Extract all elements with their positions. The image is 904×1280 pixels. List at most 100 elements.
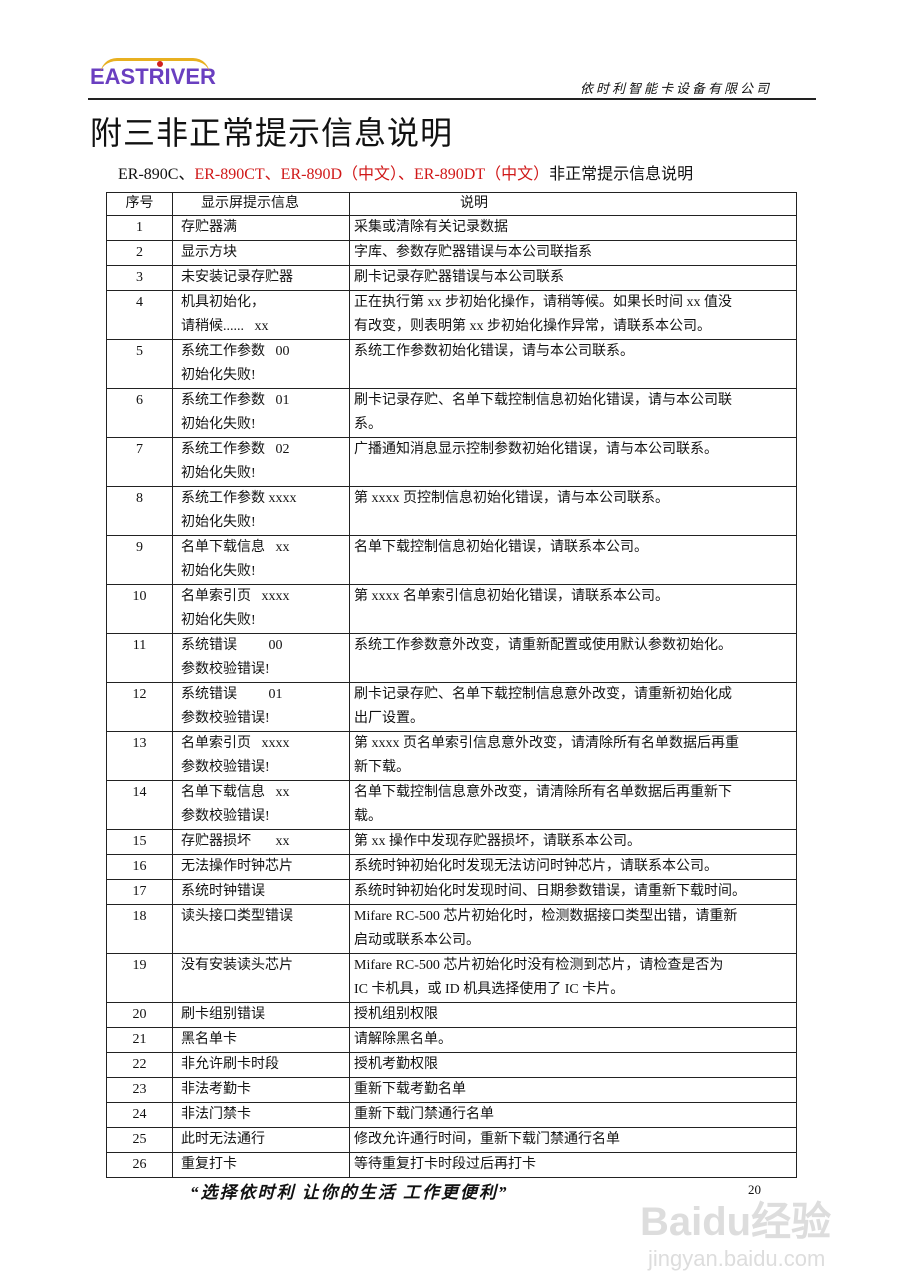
- display-message-line: 名单索引页 xxxx: [181, 589, 290, 604]
- display-message-line: 参数校验错误!: [181, 662, 270, 677]
- description: 字库、参数存贮器错误与本公司联指系: [349, 240, 797, 266]
- table-row: 9 名单下载信息 xx 初始化失败! 名单下载控制信息初始化错误，请联系本公司。: [106, 535, 797, 585]
- display-message-line: 显示方块: [181, 245, 237, 260]
- eastriver-logo: EASTRIVER: [90, 58, 216, 90]
- row-number: 14: [106, 780, 173, 830]
- row-number: 9: [106, 535, 173, 585]
- description: 授机考勤权限: [349, 1052, 797, 1078]
- table-row: 16 无法操作时钟芯片 系统时钟初始化时发现无法访问时钟芯片，请联系本公司。: [106, 854, 797, 880]
- description-line: 请解除黑名单。: [354, 1032, 452, 1047]
- display-message-line: 初始化失败!: [181, 368, 256, 383]
- description: 系统工作参数意外改变，请重新配置或使用默认参数初始化。: [349, 633, 797, 683]
- table-row: 19 没有安装读头芯片 Mifare RC-500 芯片初始化时没有检测到芯片，请检…: [106, 953, 797, 1003]
- description-line: 名单下载控制信息初始化错误，请联系本公司。: [354, 540, 648, 555]
- display-message-line: 参数校验错误!: [181, 809, 270, 824]
- description-line: 修改允许通行时间，重新下载门禁通行名单: [354, 1132, 620, 1147]
- display-message-line: 名单下载信息 xx: [181, 785, 290, 800]
- display-message: 黑名单卡: [172, 1027, 350, 1053]
- display-message-line: 名单索引页 xxxx: [181, 736, 290, 751]
- description: 刷卡记录存贮器错误与本公司联系: [349, 265, 797, 291]
- display-message-line: 无法操作时钟芯片: [181, 859, 293, 874]
- description: 名单下载控制信息初始化错误，请联系本公司。: [349, 535, 797, 585]
- description-line: 第 xxxx 名单索引信息初始化错误，请联系本公司。: [354, 589, 669, 604]
- header-divider: [88, 98, 816, 100]
- table-row: 7 系统工作参数 02 初始化失败! 广播通知消息显示控制参数初始化错误，请与本公司联…: [106, 437, 797, 487]
- table-row: 22 非允许刷卡时段 授机考勤权限: [106, 1052, 797, 1078]
- description: 修改允许通行时间，重新下载门禁通行名单: [349, 1127, 797, 1153]
- display-message-line: 重复打卡: [181, 1157, 237, 1172]
- display-message-line: 初始化失败!: [181, 466, 256, 481]
- display-message: 名单下载信息 xx 初始化失败!: [172, 535, 350, 585]
- display-message: 系统工作参数 01 初始化失败!: [172, 388, 350, 438]
- baidu-watermark-url: jingyan.baidu.com: [648, 1246, 826, 1271]
- description: 第 xxxx 页名单索引信息意外改变，请清除所有名单数据后再重 新下载。: [349, 731, 797, 781]
- description: 采集或清除有关记录数据: [349, 215, 797, 241]
- description: 第 xx 操作中发现存贮器损坏，请联系本公司。: [349, 829, 797, 855]
- display-message-line: 未安装记录存贮器: [181, 270, 293, 285]
- display-message-line: 存贮器损坏 xx: [181, 834, 290, 849]
- company-name: 依时利智能卡设备有限公司: [580, 81, 773, 96]
- display-message: 系统错误 00 参数校验错误!: [172, 633, 350, 683]
- table-row: 3 未安装记录存贮器 刷卡记录存贮器错误与本公司联系: [106, 265, 797, 291]
- row-number: 8: [106, 486, 173, 536]
- description: 系统时钟初始化时发现时间、日期参数错误，请重新下载时间。: [349, 879, 797, 905]
- display-message-line: 请稍候...... xx: [181, 319, 269, 334]
- display-message: 没有安装读头芯片: [172, 953, 350, 1003]
- description: 重新下载考勤名单: [349, 1077, 797, 1103]
- subtitle-models-red: ER-890CT、ER-890D（中文）、ER-890DT（中文）: [194, 166, 550, 183]
- description: 正在执行第 xx 步初始化操作，请稍等候。如果长时间 xx 值没 有改变，则表明第…: [349, 290, 797, 340]
- row-number: 17: [106, 879, 173, 905]
- error-message-table: 序号 显示屏提示信息 说明 1 存贮器满 采集或清除有关记录数据 2 显示方块 字库、参数…: [106, 192, 797, 1178]
- table-row: 8 系统工作参数 xxxx 初始化失败! 第 xxxx 页控制信息初始化错误，请与本公…: [106, 486, 797, 536]
- logo-dot: [157, 61, 163, 67]
- display-message: 名单索引页 xxxx 参数校验错误!: [172, 731, 350, 781]
- display-message-line: 刷卡组别错误: [181, 1007, 265, 1022]
- row-number: 24: [106, 1102, 173, 1128]
- subtitle: ER-890C、ER-890CT、ER-890D（中文）、ER-890DT（中文…: [118, 160, 693, 184]
- row-number: 13: [106, 731, 173, 781]
- display-message: 系统时钟错误: [172, 879, 350, 905]
- description-line: 重新下载考勤名单: [354, 1082, 466, 1097]
- display-message: 非允许刷卡时段: [172, 1052, 350, 1078]
- description-line: 刷卡记录存贮器错误与本公司联系: [354, 270, 564, 285]
- table-header-row: 序号 显示屏提示信息 说明: [106, 192, 797, 216]
- header-no: 序号: [106, 192, 173, 216]
- display-message: 刷卡组别错误: [172, 1002, 350, 1028]
- subtitle-text: 非正常提示信息说明: [549, 166, 694, 183]
- description: 系统工作参数初始化错误，请与本公司联系。: [349, 339, 797, 389]
- row-number: 12: [106, 682, 173, 732]
- description-line: 载。: [354, 809, 382, 824]
- row-number: 7: [106, 437, 173, 487]
- display-message: 系统工作参数 02 初始化失败!: [172, 437, 350, 487]
- table-row: 4 机具初始化， 请稍候...... xx 正在执行第 xx 步初始化操作，请稍等候。…: [106, 290, 797, 340]
- display-message-line: 非法考勤卡: [181, 1082, 251, 1097]
- display-message: 无法操作时钟芯片: [172, 854, 350, 880]
- description-line: 第 xxxx 页控制信息初始化错误，请与本公司联系。: [354, 491, 669, 506]
- table-row: 24 非法门禁卡 重新下载门禁通行名单: [106, 1102, 797, 1128]
- description-line: 启动或联系本公司。: [354, 933, 480, 948]
- header-desc: 说明: [349, 192, 797, 216]
- display-message-line: 参数校验错误!: [181, 760, 270, 775]
- description-line: 第 xxxx 页名单索引信息意外改变，请清除所有名单数据后再重: [354, 736, 739, 751]
- display-message-line: 此时无法通行: [181, 1132, 265, 1147]
- description-line: 系统工作参数意外改变，请重新配置或使用默认参数初始化。: [354, 638, 732, 653]
- table-row: 2 显示方块 字库、参数存贮器错误与本公司联指系: [106, 240, 797, 266]
- table-row: 25 此时无法通行 修改允许通行时间，重新下载门禁通行名单: [106, 1127, 797, 1153]
- page-number: 20: [748, 1182, 761, 1197]
- display-message-line: 初始化失败!: [181, 515, 256, 530]
- row-number: 2: [106, 240, 173, 266]
- table-row: 5 系统工作参数 00 初始化失败! 系统工作参数初始化错误，请与本公司联系。: [106, 339, 797, 389]
- table-row: 13 名单索引页 xxxx 参数校验错误! 第 xxxx 页名单索引信息意外改变，请清…: [106, 731, 797, 781]
- row-number: 20: [106, 1002, 173, 1028]
- display-message: 名单下载信息 xx 参数校验错误!: [172, 780, 350, 830]
- description: 第 xxxx 页控制信息初始化错误，请与本公司联系。: [349, 486, 797, 536]
- display-message-line: 系统工作参数 01: [181, 393, 290, 408]
- row-number: 18: [106, 904, 173, 954]
- row-number: 22: [106, 1052, 173, 1078]
- display-message: 名单索引页 xxxx 初始化失败!: [172, 584, 350, 634]
- description-line: 新下载。: [354, 760, 410, 775]
- description: 重新下载门禁通行名单: [349, 1102, 797, 1128]
- display-message-line: 初始化失败!: [181, 417, 256, 432]
- row-number: 16: [106, 854, 173, 880]
- description-line: 系。: [354, 417, 382, 432]
